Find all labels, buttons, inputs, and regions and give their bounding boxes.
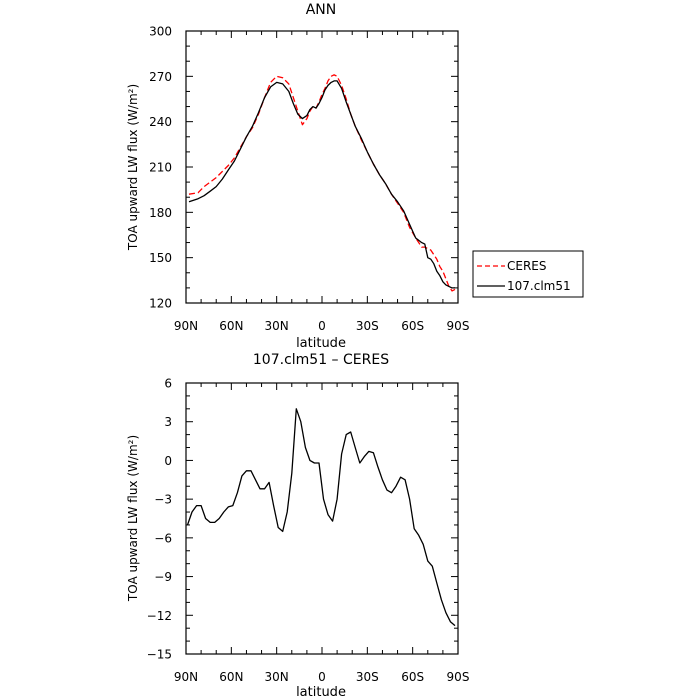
panel-title: ANN bbox=[306, 2, 337, 18]
series-layer bbox=[186, 408, 456, 627]
y-axis-label: TOA upward LW flux (W/m²) bbox=[126, 84, 140, 251]
y-axis-label: TOA upward LW flux (W/m²) bbox=[126, 435, 140, 602]
tick-marks bbox=[185, 382, 459, 655]
x-axis-label: latitude bbox=[296, 685, 346, 700]
y-tick-label: −12 bbox=[147, 609, 172, 623]
x-tick-label: 30S bbox=[356, 670, 379, 684]
x-tick-label: 30N bbox=[265, 670, 289, 684]
y-tick-label: 150 bbox=[149, 251, 172, 265]
legend-label-ceres: CERES bbox=[507, 259, 547, 273]
y-tick-labels: 120 150 180 210 240 270 300 bbox=[149, 25, 172, 311]
y-tick-labels: −15 −12 −9 −6 −3 0 3 6 bbox=[147, 377, 172, 662]
x-tick-label: 90N bbox=[174, 670, 198, 684]
y-tick-label: 3 bbox=[164, 415, 172, 429]
panel-difference: 107.clm51 – CERES −15 −12 −9 −6 −3 0 3 6 90N 60N… bbox=[126, 352, 469, 700]
y-tick-label: 180 bbox=[149, 206, 172, 220]
x-tick-label: 90S bbox=[447, 319, 470, 333]
panel-annual-mean: ANN 120 150 180 210 240 270 300 90N 60N 30N 0 30S 6… bbox=[126, 2, 584, 351]
series-line-107-clm51 bbox=[188, 80, 455, 289]
plot-frame bbox=[185, 382, 459, 655]
x-tick-label: 60N bbox=[219, 319, 243, 333]
x-tick-label: 60N bbox=[219, 670, 243, 684]
x-tick-label: 60S bbox=[401, 319, 424, 333]
x-tick-label: 60S bbox=[401, 670, 424, 684]
series-layer bbox=[188, 74, 456, 292]
x-tick-label: 0 bbox=[318, 670, 326, 684]
x-tick-label: 30N bbox=[265, 319, 289, 333]
x-tick-labels: 90N 60N 30N 0 30S 60S 90S bbox=[174, 670, 470, 684]
x-tick-label: 30S bbox=[356, 319, 379, 333]
x-tick-labels: 90N 60N 30N 0 30S 60S 90S bbox=[174, 319, 470, 333]
y-tick-label: 300 bbox=[149, 25, 172, 39]
y-tick-label: 6 bbox=[164, 377, 172, 391]
y-tick-label: 0 bbox=[164, 454, 172, 468]
x-tick-label: 90N bbox=[174, 319, 198, 333]
y-tick-label: −15 bbox=[147, 648, 172, 662]
x-tick-label: 90S bbox=[447, 670, 470, 684]
legend-label-model: 107.clm51 bbox=[507, 279, 571, 293]
series-line-ceres bbox=[188, 74, 456, 292]
y-tick-label: −6 bbox=[154, 531, 172, 545]
y-tick-label: −9 bbox=[154, 570, 172, 584]
y-tick-label: 270 bbox=[149, 70, 172, 84]
y-tick-label: 120 bbox=[149, 297, 172, 311]
x-axis-label: latitude bbox=[296, 336, 346, 351]
y-tick-label: 240 bbox=[149, 115, 172, 129]
series-line-difference bbox=[186, 408, 456, 627]
y-tick-label: 210 bbox=[149, 161, 172, 175]
legend: CERES 107.clm51 bbox=[472, 250, 584, 298]
y-tick-label: −3 bbox=[154, 493, 172, 507]
legend-box bbox=[472, 250, 584, 298]
panel-title: 107.clm51 – CERES bbox=[253, 352, 389, 368]
x-tick-label: 0 bbox=[318, 319, 326, 333]
